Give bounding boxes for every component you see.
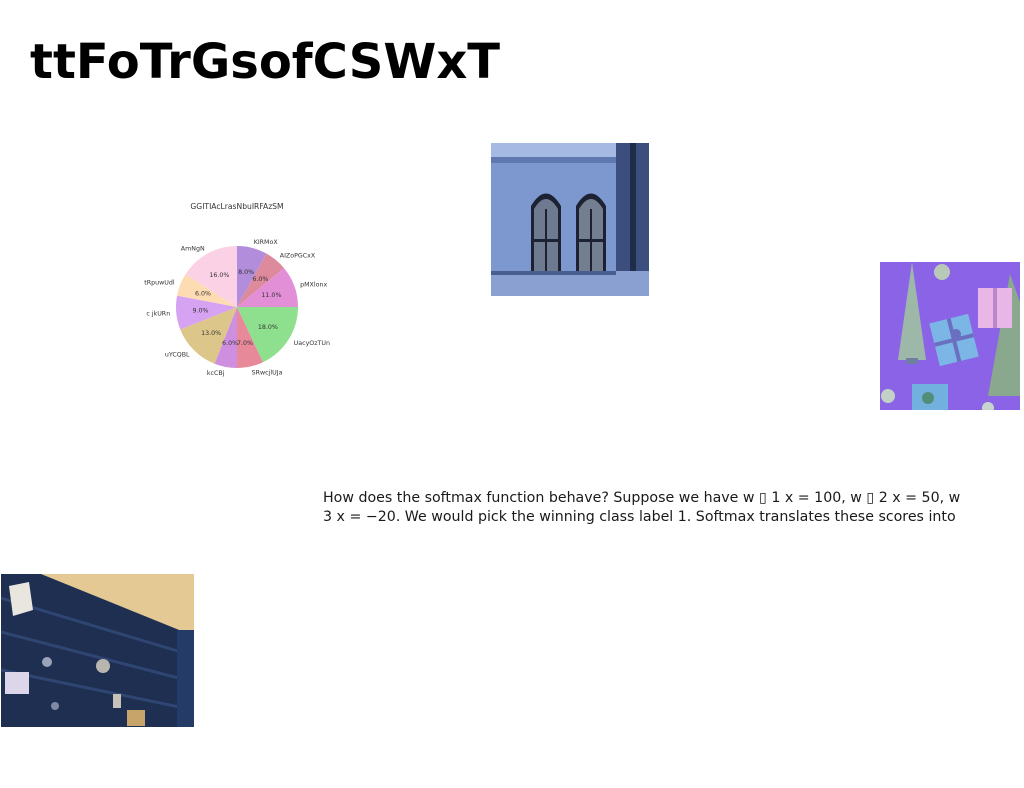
pie-slice-percent-label: 16.0% [209, 272, 229, 279]
pie-slice-8 [177, 274, 237, 307]
pie-slice-3 [237, 307, 298, 363]
pie-slice-category-label: pMXlonx [300, 281, 327, 288]
wall-photo [1, 574, 194, 727]
pie-slice-category-label: KIRMoX [254, 239, 279, 246]
pie-slice-7 [175, 295, 237, 330]
pie-slice-percent-label: 13.0% [201, 330, 221, 337]
windows-photo [491, 143, 649, 296]
pie-slice-6 [180, 307, 237, 364]
pie-slice-0 [237, 246, 267, 307]
page-title: ttFoTrGsofCSWxT [30, 34, 501, 90]
pie-slice-category-label: kcCBj [207, 370, 225, 377]
pie-slice-category-label: UacyOzTUn [294, 340, 330, 347]
blue-building-arched-windows-photo [491, 143, 649, 296]
pie-slice-percent-label: 6.0% [222, 340, 238, 347]
gifts-photo [880, 262, 1020, 410]
pie-slice-category-label: uYCQBL [165, 352, 190, 359]
pie-slice-1 [237, 253, 284, 307]
pie-slice-5 [214, 307, 237, 368]
paragraph-line: How does the softmax function behave? Su… [323, 490, 961, 506]
pie-slice-percent-label: 11.0% [261, 292, 281, 299]
pie-slice-category-label: AIZoPGCxX [280, 253, 316, 260]
pie-slice-percent-label: 8.0% [238, 269, 254, 276]
body-paragraph: How does the softmax function behave? Su… [323, 489, 963, 526]
pie-slice-percent-label: 9.0% [193, 308, 209, 315]
dark-blue-wooden-wall-photo [1, 574, 194, 727]
pie-chart-svg: GGITIAcLrasNbuIRFAzSM 8.0% KIRMoX 6.0% AIZo… [144, 202, 330, 377]
pie-slice-category-label: c jkURn [146, 311, 170, 318]
pie-chart: GGITIAcLrasNbuIRFAzSM 8.0% KIRMoX 6.0% AIZo… [140, 196, 340, 408]
pie-slice-category-label: SRwcjlUJa [252, 370, 283, 377]
pie-slice-category-label: AmNgN [181, 245, 205, 252]
pie-slice-2 [237, 268, 298, 307]
pie-slice-category-label: tRpuwUdl [144, 280, 175, 287]
pie-slice-percent-label: 7.0% [237, 340, 253, 347]
pie-slice-4 [237, 307, 263, 368]
pie-chart-title: GGITIAcLrasNbuIRFAzSM [190, 202, 283, 211]
pie-slice-percent-label: 6.0% [195, 291, 211, 298]
pie-slice-percent-label: 6.0% [252, 276, 268, 283]
paragraph-line: 3 x = −20. We would pick the winning cla… [323, 508, 956, 525]
pie-slice-percent-label: 18.0% [258, 324, 278, 331]
pie-slice-9 [185, 246, 237, 307]
purple-gift-boxes-and-trees-photo [880, 262, 1020, 410]
